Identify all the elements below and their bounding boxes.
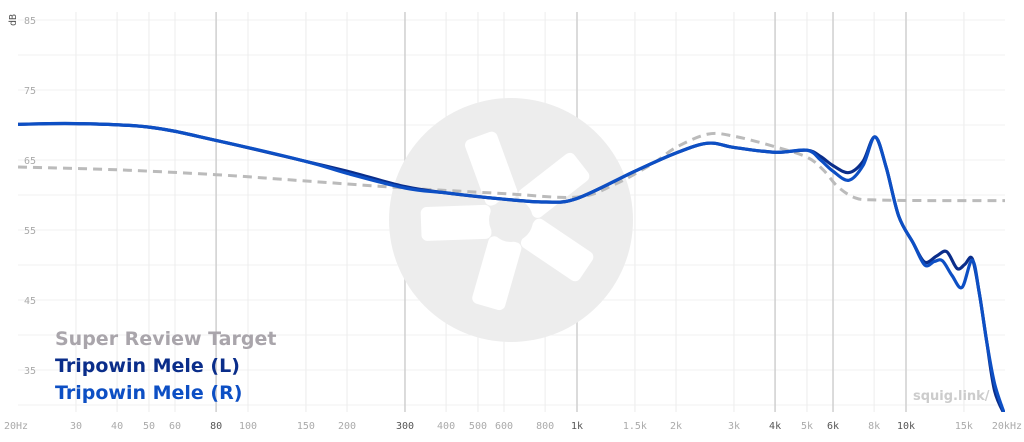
x-tick-label: 5k <box>801 421 813 432</box>
x-tick-label: 40 <box>111 421 123 432</box>
y-tick-label: 55 <box>24 226 36 237</box>
x-tick-label: 500 <box>469 421 487 432</box>
x-tick-label: 200 <box>338 421 356 432</box>
y-tick-label: 85 <box>24 16 36 27</box>
x-tick-label: 2k <box>670 421 682 432</box>
y-tick-label: 35 <box>24 366 36 377</box>
squiglink-logo-watermark <box>389 98 633 342</box>
x-tick-label: 50 <box>143 421 155 432</box>
curves <box>18 121 1005 412</box>
x-tick-label: 3k <box>728 421 740 432</box>
x-tick-label: 1k <box>571 421 583 432</box>
x-tick-label: 1.5k <box>623 421 647 432</box>
legend: Super Review Target Tripowin Mele (L) Tr… <box>55 328 276 404</box>
x-tick-label: 8k <box>868 421 880 432</box>
x-tick-label: 400 <box>437 421 455 432</box>
x-tick-label: 300 <box>396 421 414 432</box>
x-tick-label: 150 <box>297 421 315 432</box>
x-tick-label: 10k <box>897 421 915 432</box>
x-tick-label: 6k <box>827 421 839 432</box>
legend-entry-target[interactable]: Super Review Target <box>55 328 276 350</box>
x-tick-label: 20Hz <box>4 421 28 432</box>
squiglink-watermark: squig.link/ <box>913 389 990 404</box>
legend-entry-left[interactable]: Tripowin Mele (L) <box>55 355 240 377</box>
x-tick-label: 30 <box>70 421 82 432</box>
y-tick-label: 45 <box>24 296 36 307</box>
x-tick-label: 600 <box>495 421 513 432</box>
y-tick-label: 65 <box>24 156 36 167</box>
y-axis-label: dB <box>8 14 19 26</box>
x-tick-label: 800 <box>536 421 554 432</box>
x-tick-label: 100 <box>239 421 257 432</box>
x-tick-label: 15k <box>955 421 973 432</box>
x-tick-label: 80 <box>210 421 222 432</box>
x-tick-label: 60 <box>169 421 181 432</box>
series-line-target <box>18 131 1005 203</box>
series-line-left <box>18 121 1005 412</box>
series-line-right <box>18 121 1005 412</box>
axes: 20Hz 30 40 50 60 80 100 150 200 300 400 500 600 800 1k… <box>4 14 1022 432</box>
y-tick-label: 75 <box>24 86 36 97</box>
legend-entry-right[interactable]: Tripowin Mele (R) <box>55 382 242 404</box>
x-tick-label: 4k <box>769 421 781 432</box>
x-tick-label: 20kHz <box>992 421 1022 432</box>
